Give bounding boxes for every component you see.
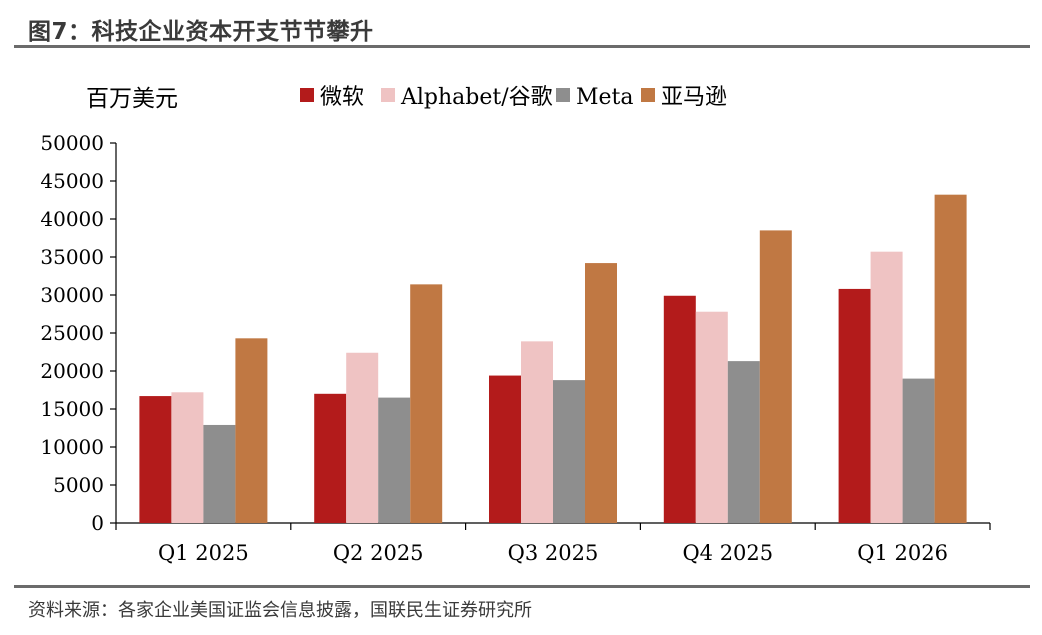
legend-swatch: [641, 88, 655, 102]
title-divider: [14, 45, 1030, 48]
figure-title: 图7：科技企业资本开支节节攀升: [28, 19, 374, 45]
bar: [139, 396, 172, 523]
bar: [759, 230, 792, 523]
bar: [314, 393, 347, 523]
legend-label: Alphabet/谷歌: [400, 85, 553, 110]
source-divider: [14, 585, 1030, 588]
x-tick-label: Q2 2025: [333, 541, 424, 565]
y-axis: 0 5000 10000 15000 20000 25000 30000 35000 40000…: [40, 131, 117, 535]
bars: [139, 194, 967, 523]
bar: [695, 311, 728, 523]
y-tick-label: 40000: [40, 207, 104, 231]
legend-swatch: [381, 88, 395, 102]
y-tick-label: 45000: [40, 169, 104, 193]
bar: [663, 295, 696, 523]
bar: [489, 375, 521, 523]
bar: [346, 352, 379, 523]
y-tick-label: 0: [91, 511, 104, 535]
bar: [585, 263, 617, 523]
x-axis: Q1 2025 Q2 2025 Q3 2025 Q4 2025 Q1 2026: [115, 522, 991, 565]
bar: [378, 397, 411, 523]
bar: [870, 251, 903, 523]
y-tick-label: 15000: [40, 397, 104, 421]
bar: [410, 284, 443, 523]
x-tick-label: Q4 2025: [682, 541, 773, 565]
bar: [235, 338, 268, 523]
y-tick-label: 5000: [53, 473, 104, 497]
x-tick-label: Q1 2025: [158, 541, 249, 565]
x-tick-label: Q1 2026: [857, 541, 948, 565]
x-tick-label: Q3 2025: [508, 541, 599, 565]
bar: [727, 361, 760, 523]
bar: [934, 194, 967, 523]
legend-swatch: [556, 88, 570, 102]
y-tick-label: 35000: [40, 245, 104, 269]
legend-label: Meta: [576, 85, 634, 110]
bar: [203, 424, 236, 523]
legend-swatch: [300, 88, 314, 102]
bar: [553, 380, 585, 523]
y-tick-label: 30000: [40, 283, 104, 307]
y-tick-label: 25000: [40, 321, 104, 345]
bar: [521, 341, 553, 523]
y-tick-label: 10000: [40, 435, 104, 459]
y-tick-label: 20000: [40, 359, 104, 383]
legend-label: 亚马逊: [661, 85, 727, 110]
source-note: 资料来源：各家企业美国证监会信息披露，国联民生证券研究所: [28, 600, 532, 621]
bar: [838, 288, 871, 523]
legend-label: 微软: [320, 85, 364, 110]
y-unit-label: 百万美元: [86, 86, 178, 112]
bar: [171, 392, 204, 523]
bar: [902, 378, 935, 523]
legend: 微软 Alphabet/谷歌 Meta 亚马逊: [300, 85, 727, 110]
y-tick-label: 50000: [40, 131, 104, 155]
